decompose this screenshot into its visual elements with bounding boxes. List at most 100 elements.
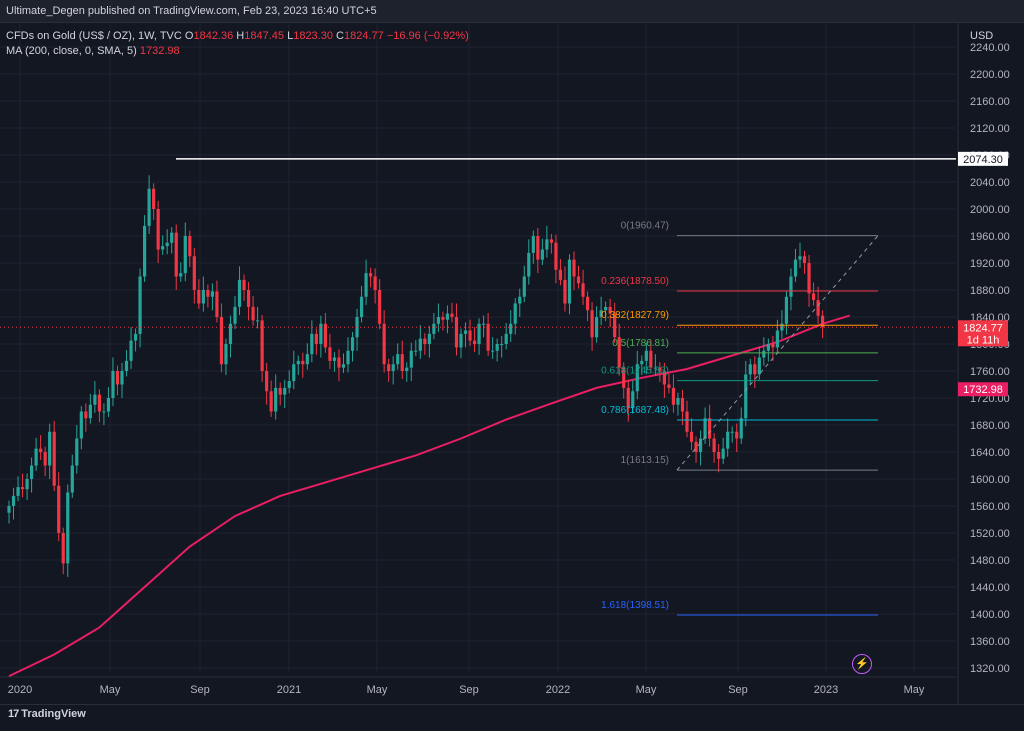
candle-body (491, 350, 495, 352)
candle-body (784, 296, 789, 324)
candle-body (454, 317, 459, 348)
candle-body (658, 367, 662, 371)
candle-body (671, 387, 676, 405)
candle-body (821, 315, 825, 328)
candle-body (644, 350, 648, 361)
high-value: 1847.45 (244, 30, 285, 42)
candle-body (622, 367, 626, 388)
ma-value: 1732.98 (139, 45, 180, 57)
x-tick-label: May (904, 684, 925, 696)
candle-body (536, 236, 540, 260)
candle-body (757, 357, 761, 375)
candle-body (558, 269, 563, 280)
candle-body (590, 310, 594, 338)
candle-body (310, 333, 314, 355)
candle-body (762, 350, 766, 358)
candle-body (287, 381, 291, 388)
candle-body (527, 252, 531, 277)
tv-logo-icon: 17 (8, 708, 19, 720)
y-tick-label: 2000.00 (970, 204, 1010, 216)
candle-body (486, 323, 490, 351)
candle-body (369, 273, 373, 277)
candle-body (337, 357, 341, 368)
candle-body (540, 249, 544, 260)
candle-body (563, 279, 567, 304)
lightning-icon[interactable]: ⚡ (852, 654, 872, 674)
publisher-bar: Ultimate_Degen published on TradingView.… (0, 0, 1024, 23)
y-tick-label: 2120.00 (970, 123, 1010, 135)
fib-level-label: 0.236(1878.50) (601, 276, 669, 287)
candle-body (450, 313, 454, 317)
candle-body (251, 306, 255, 321)
candle-body (427, 333, 431, 344)
candle-body (459, 333, 463, 348)
y-tick-label: 1440.00 (970, 582, 1010, 594)
x-tick-label: 2023 (814, 684, 838, 696)
candle-body (84, 411, 88, 419)
candle-body (106, 398, 111, 412)
candle-body (296, 360, 300, 365)
candle-body (423, 338, 427, 344)
candle-body (16, 487, 20, 496)
candle-body (57, 485, 61, 533)
candle-body (504, 333, 508, 344)
candle-body (124, 360, 129, 371)
candle-body (604, 306, 608, 311)
candle-body (346, 350, 350, 365)
y-tick-label: 2040.00 (970, 177, 1010, 189)
candle-body (283, 387, 287, 395)
candle-body (811, 293, 816, 301)
candle-body (617, 337, 621, 368)
candle-body (554, 242, 558, 270)
currency-label[interactable]: USD (970, 30, 994, 42)
candle-body (418, 338, 422, 351)
candle-body (75, 438, 79, 466)
candle-body (585, 296, 590, 311)
candle-body (52, 431, 56, 486)
x-tick-label: May (636, 684, 657, 696)
candle-body (631, 391, 635, 409)
candle-body (463, 330, 468, 334)
symbol-label[interactable]: CFDs on Gold (US$ / OZ), 1W, TVC (6, 30, 182, 42)
candle-body (441, 317, 445, 320)
fib-level-label: 0.618(1745.83) (601, 366, 669, 377)
candle-body (242, 279, 246, 290)
x-tick-label: Sep (190, 684, 210, 696)
price-chart[interactable]: 1320.00 1360.00 1400.00 1440.00 1480.00 1520.… (0, 22, 1024, 704)
y-tick-label: 1920.00 (970, 258, 1010, 270)
candle-body (133, 333, 138, 341)
candle-body (775, 330, 779, 348)
close-label: C (336, 30, 344, 42)
candle-body (378, 290, 382, 324)
candle-body (260, 320, 264, 371)
candle-body (97, 394, 101, 412)
countdown-label: 1d 11h (967, 334, 1000, 346)
candle-body (111, 371, 115, 398)
candle-body (201, 290, 205, 304)
ma-label[interactable]: MA (200, close, 0, SMA, 5) (6, 45, 137, 57)
candle-body (626, 387, 630, 409)
candle-body (500, 344, 504, 345)
candle-body (807, 263, 811, 294)
open-label: O (184, 30, 194, 42)
candle-body (265, 371, 269, 392)
candle-body (662, 371, 666, 385)
candle-body (93, 394, 97, 405)
candle-body (409, 350, 413, 368)
ma-price-tag (958, 382, 1008, 397)
candle-body (739, 418, 743, 439)
tradingview-logo: 17 TradingView (8, 708, 86, 720)
candle-body (640, 360, 644, 365)
candle-body (518, 296, 522, 304)
candle-body (215, 291, 219, 317)
y-tick-label: 2240.00 (970, 42, 1010, 54)
candle-body (816, 300, 820, 316)
candle-body (649, 350, 653, 368)
candle-body (301, 360, 305, 365)
chart-legend: CFDs on Gold (US$ / OZ), 1W, TVC O1842.3… (6, 29, 469, 59)
candle-body (314, 333, 318, 344)
candle-body (391, 364, 395, 371)
candle-body (468, 330, 472, 341)
candle-body (531, 236, 535, 253)
x-tick-label: May (100, 684, 121, 696)
